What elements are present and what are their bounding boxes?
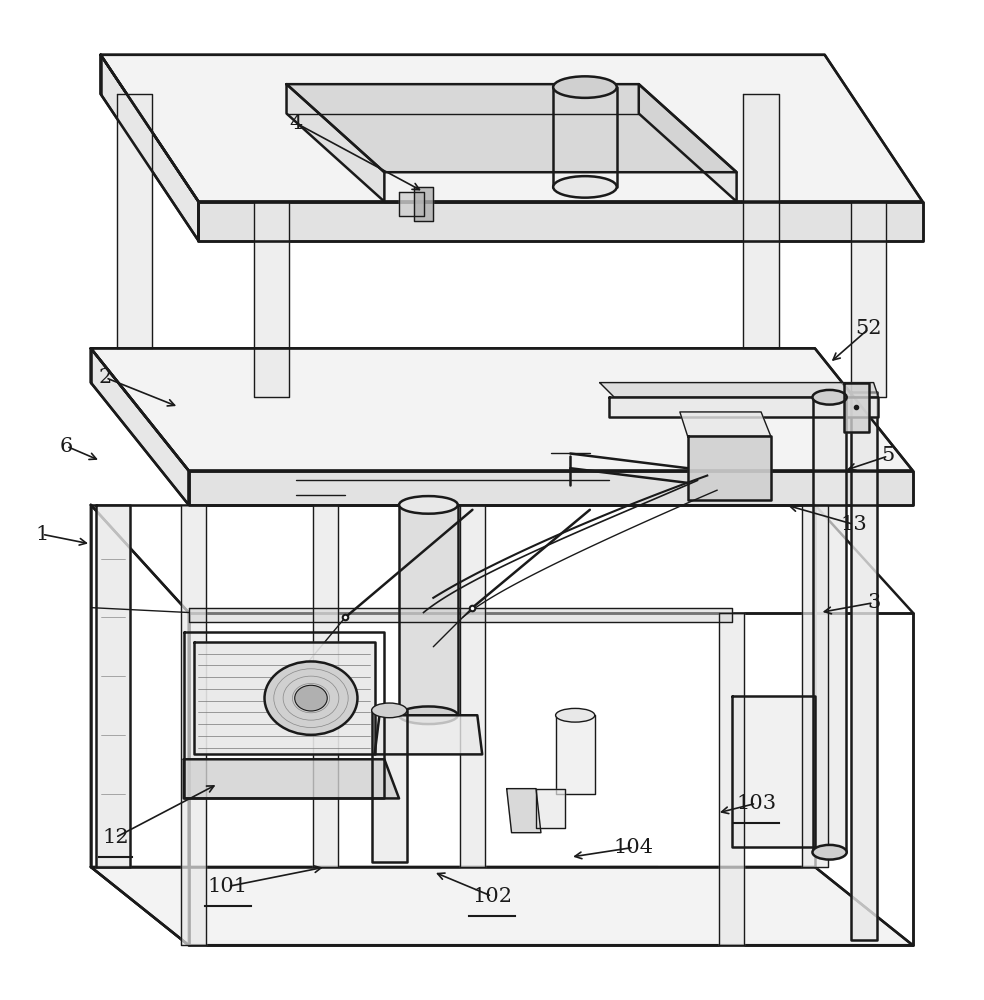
Polygon shape [189,613,913,945]
Polygon shape [91,348,189,505]
Polygon shape [286,84,737,172]
Ellipse shape [265,661,357,735]
Ellipse shape [553,176,617,198]
Polygon shape [313,505,338,867]
Polygon shape [254,202,289,397]
Polygon shape [813,397,846,852]
Text: 12: 12 [102,828,129,847]
Polygon shape [286,84,385,202]
Ellipse shape [295,685,328,711]
Polygon shape [91,505,189,945]
Polygon shape [184,759,400,798]
Polygon shape [688,436,770,500]
Text: 13: 13 [840,515,868,534]
Polygon shape [95,505,130,867]
Polygon shape [372,710,406,862]
Polygon shape [189,471,913,505]
Polygon shape [802,505,828,867]
Polygon shape [375,715,482,754]
Text: 6: 6 [60,437,73,456]
Polygon shape [556,715,594,794]
Polygon shape [719,613,745,945]
Polygon shape [117,94,153,348]
Polygon shape [609,397,879,417]
Ellipse shape [400,496,458,514]
Polygon shape [189,608,732,622]
Text: 3: 3 [867,593,881,612]
Polygon shape [744,94,778,348]
Polygon shape [413,187,433,221]
Text: 1: 1 [35,525,48,544]
Polygon shape [851,202,887,397]
Polygon shape [91,348,913,471]
Text: 4: 4 [289,114,303,133]
Polygon shape [400,192,423,216]
Text: 101: 101 [208,877,248,896]
Polygon shape [536,789,566,828]
Ellipse shape [556,708,594,722]
Polygon shape [181,505,207,945]
Polygon shape [507,789,541,833]
Ellipse shape [813,845,846,860]
Ellipse shape [372,703,406,718]
Text: 102: 102 [472,887,512,906]
Ellipse shape [553,76,617,98]
Polygon shape [91,867,913,945]
Polygon shape [732,696,815,847]
Polygon shape [400,505,458,715]
Polygon shape [639,84,737,202]
Polygon shape [100,55,923,202]
Polygon shape [199,202,923,241]
Polygon shape [194,642,375,754]
Polygon shape [680,412,770,436]
Text: 103: 103 [736,794,776,813]
Polygon shape [100,55,199,241]
Ellipse shape [813,390,846,405]
Polygon shape [851,392,877,940]
Polygon shape [460,505,485,867]
Text: 104: 104 [614,838,654,857]
Text: 5: 5 [882,446,894,465]
Polygon shape [844,383,869,432]
Polygon shape [599,383,879,397]
Text: 52: 52 [855,319,882,338]
Text: 2: 2 [98,368,112,387]
Ellipse shape [400,706,458,724]
